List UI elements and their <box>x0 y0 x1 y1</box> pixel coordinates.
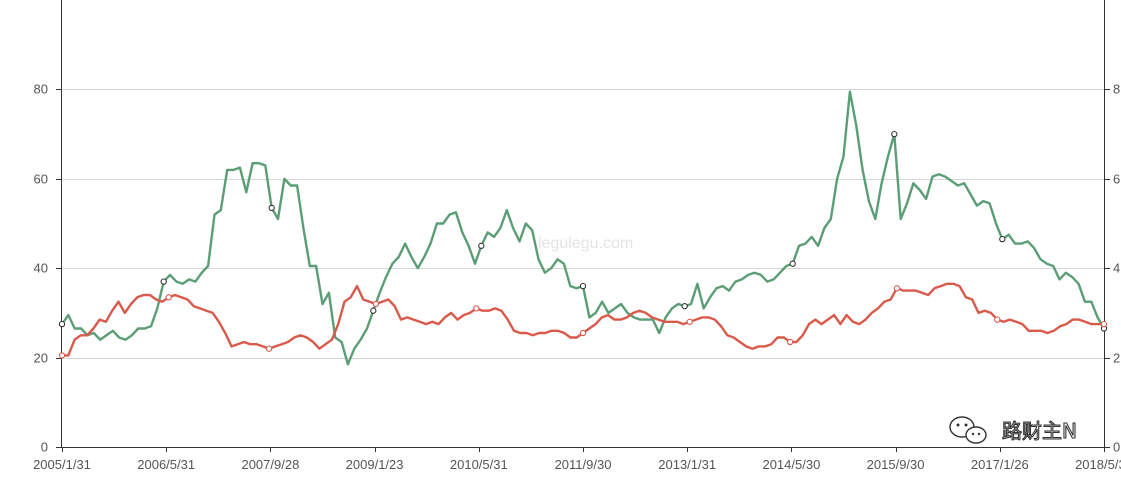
series-line-1 <box>60 282 1106 357</box>
brand-label: 路财主N <box>1002 419 1077 443</box>
series-point-marker <box>681 303 688 310</box>
axes <box>61 0 1105 448</box>
y-left-tick-label: 20 <box>34 351 48 366</box>
series-line-0 <box>60 90 1106 366</box>
series-point-marker <box>579 329 587 337</box>
wechat-icon <box>949 416 987 444</box>
y-left-tick-label: 80 <box>34 82 48 97</box>
series-markers <box>58 130 1108 359</box>
series-point-marker <box>58 320 66 328</box>
watermark: legulegu.com <box>538 235 633 252</box>
y-right-tick-label: 4 <box>1113 261 1120 276</box>
x-tick-label: 2011/9/30 <box>555 457 612 472</box>
y-right-tick-label: 6 <box>1113 172 1120 187</box>
series <box>60 90 1106 366</box>
series-point-marker <box>999 235 1006 243</box>
series-point-marker <box>58 352 66 359</box>
x-tick-label: 2013/1/31 <box>658 457 716 472</box>
series-point-marker <box>789 260 796 267</box>
x-tick-label: 2006/5/31 <box>137 457 195 472</box>
series-point-marker <box>370 307 377 314</box>
x-tick-label: 2009/1/23 <box>346 457 404 472</box>
x-tick-label: 2005/1/31 <box>33 457 91 472</box>
series-point-marker <box>160 278 167 285</box>
series-point-marker <box>1100 320 1108 328</box>
y-right-tick-label: 2 <box>1113 351 1120 366</box>
series-point-marker <box>686 318 693 325</box>
x-tick-label: 2015/9/30 <box>867 457 925 472</box>
series-point-marker <box>165 294 172 301</box>
tick-labels: 0 20 40 60 80 0 2 4 6 8 2005/1/31 2006/5/31 2007/9/2… <box>33 82 1121 473</box>
y-left-tick-label: 0 <box>41 440 48 455</box>
x-tick-label: 2014/5/30 <box>762 457 820 472</box>
y-left-tick-label: 60 <box>34 172 48 187</box>
x-tick-label: 2010/5/31 <box>450 457 508 472</box>
series-point-marker <box>478 242 485 249</box>
y-right-tick-label: 0 <box>1113 440 1120 455</box>
x-tick-label: 2018/5/31 <box>1075 457 1121 472</box>
series-point-marker <box>579 282 587 290</box>
x-tick-label: 2017/1/26 <box>971 457 1029 472</box>
series-point-marker <box>891 130 898 138</box>
y-right-tick-label: 8 <box>1113 82 1120 97</box>
series-point-marker <box>786 338 794 346</box>
series-point-marker <box>268 204 275 212</box>
y-left-tick-label: 40 <box>34 261 48 276</box>
brand-watermark: 路财主N <box>949 416 1078 444</box>
series-point-marker <box>265 345 273 352</box>
series-point-marker <box>893 285 901 292</box>
series-point-marker <box>372 300 380 308</box>
x-tick-label: 2007/9/28 <box>241 457 299 472</box>
grid-lines <box>62 89 1104 359</box>
series-point-marker <box>473 305 480 312</box>
series-point-marker <box>994 316 1001 323</box>
